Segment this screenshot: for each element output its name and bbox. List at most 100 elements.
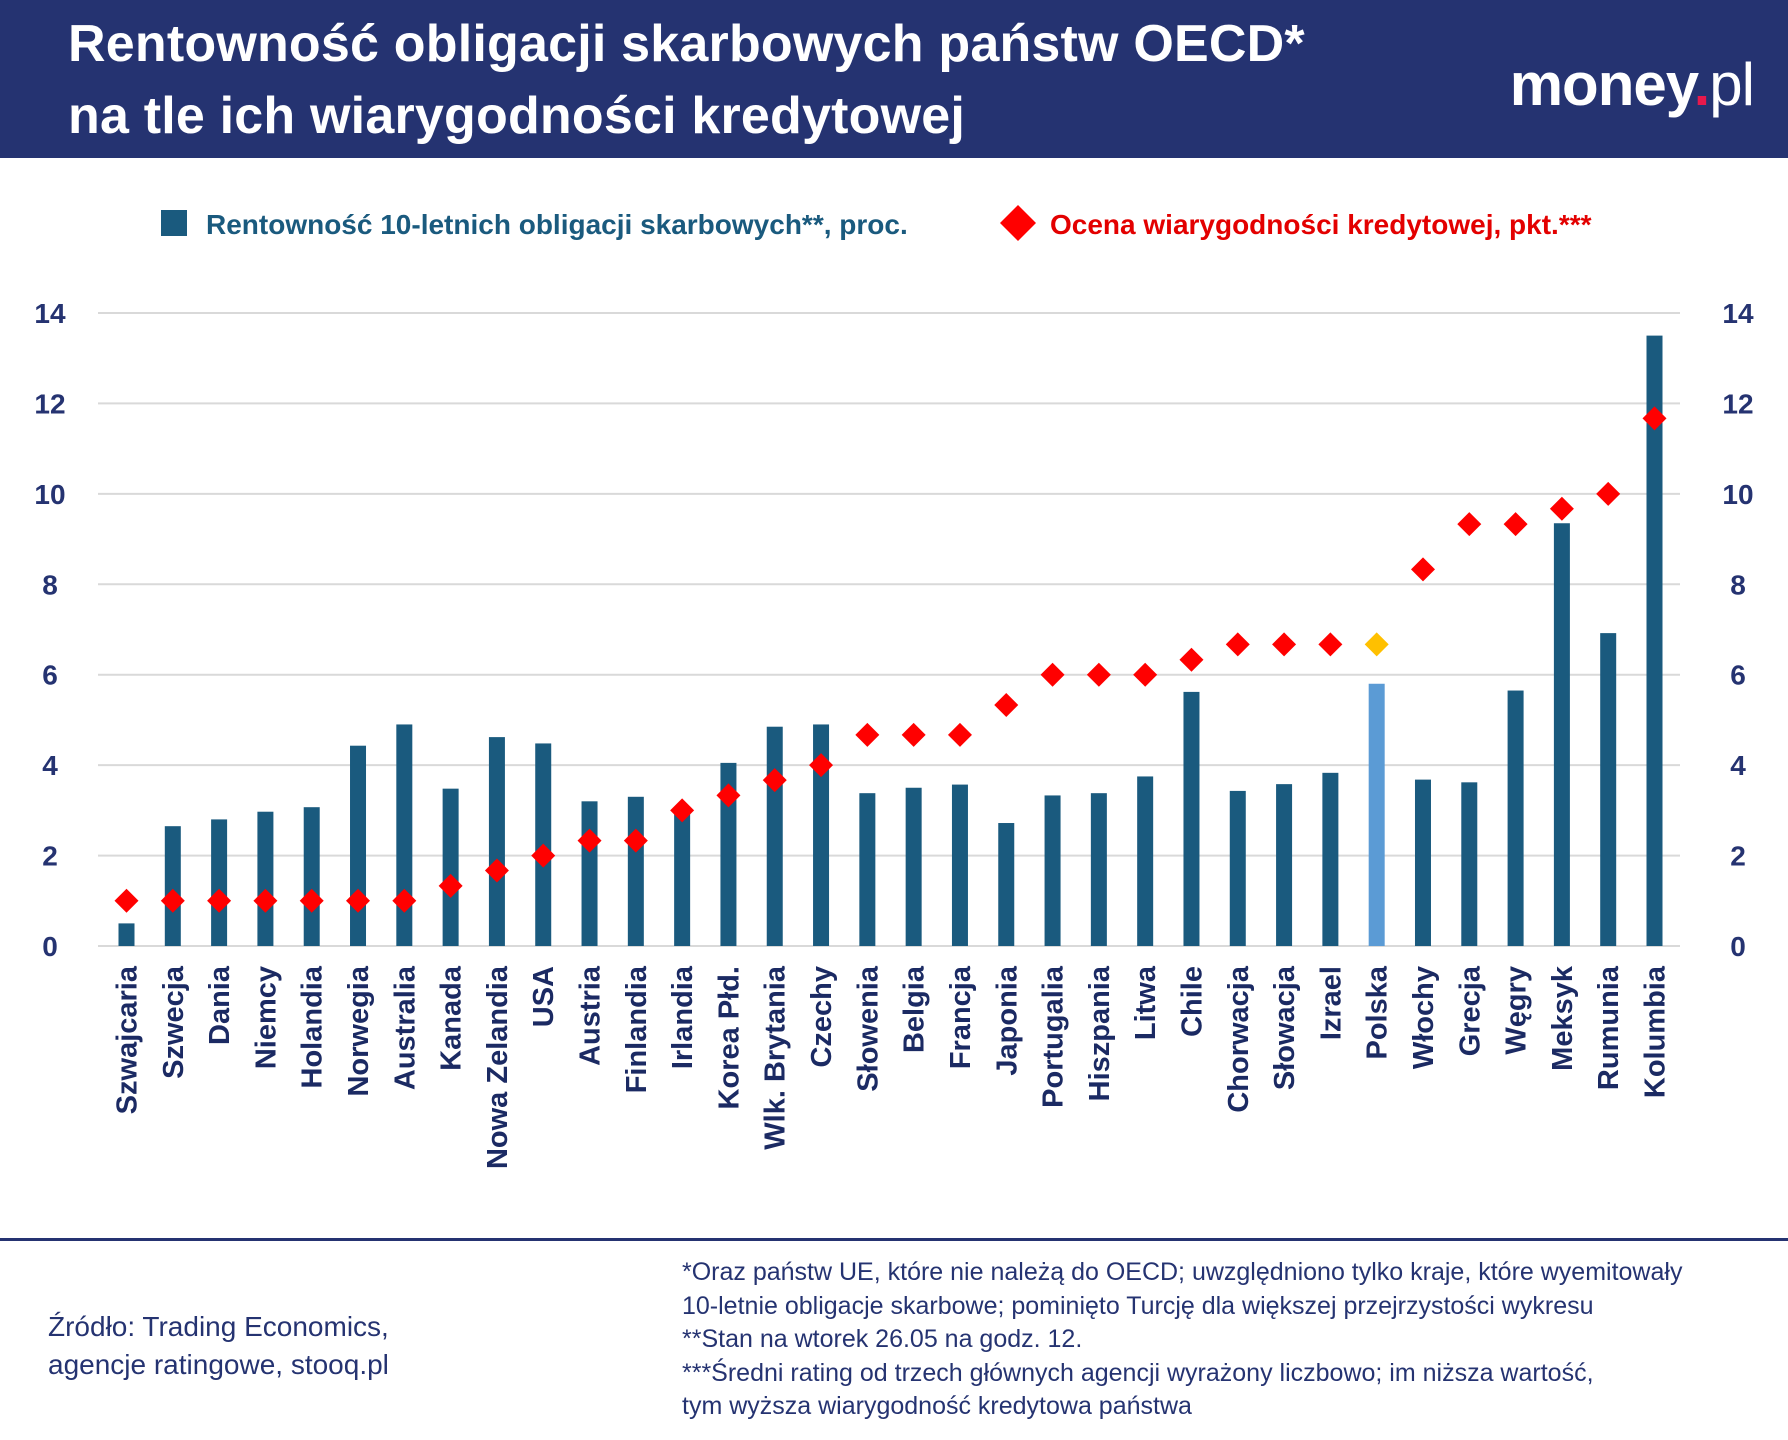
diamond-korea-płd- [716, 783, 741, 808]
y-tick-right-12: 12 [1722, 388, 1753, 419]
legend-bar-label: Rentowność 10-letnich obligacji skarbowy… [206, 209, 908, 240]
diamond-izrael [1318, 632, 1343, 657]
logo-dot: . [1693, 51, 1711, 118]
y-tick-left-10: 10 [34, 479, 65, 510]
bar-francja [951, 784, 968, 946]
diamond-kanada [438, 873, 463, 898]
diamond-chile [1179, 647, 1204, 672]
diamond-słowacja [1272, 632, 1297, 657]
x-label-irlandia: Irlandia [667, 965, 699, 1069]
footnote-line-4: ***Średni rating od trzech głównych agen… [682, 1358, 1594, 1387]
chart: Rentowność 10-letnich obligacji skarbowy… [34, 205, 1754, 1169]
bar-szwecja [164, 826, 181, 946]
bar-series [118, 335, 1663, 946]
y-tick-right-6: 6 [1730, 660, 1746, 691]
y-tick-right-4: 4 [1730, 750, 1746, 781]
bar-wlk-brytania [766, 726, 783, 946]
chart-title-line2: na tle ich wiarygodności kredytowej [68, 87, 966, 145]
x-label-usa: USA [528, 966, 560, 1027]
x-label-słowenia: Słowenia [852, 965, 884, 1092]
x-label-dania: Dania [204, 965, 236, 1045]
diamond-wlk-brytania [762, 768, 787, 793]
diamond-kolumbia [1642, 406, 1667, 431]
bar-rumunia [1600, 633, 1617, 946]
y-tick-left-12: 12 [34, 388, 65, 419]
bar-holandia [303, 807, 320, 946]
diamond-meksyk [1549, 496, 1574, 521]
bar-słowenia [859, 793, 876, 946]
footer-divider [0, 1238, 1788, 1241]
bar-belgia [905, 787, 922, 946]
y-tick-left-4: 4 [42, 750, 58, 781]
x-label-niemcy: Niemcy [250, 966, 282, 1069]
diamond-dania [207, 888, 232, 913]
bar-japonia [998, 823, 1015, 946]
x-label-czechy: Czechy [806, 966, 838, 1068]
bar-australia [396, 724, 413, 946]
source-line-2: agencje ratingowe, stooq.pl [48, 1349, 389, 1380]
y-tick-right-0: 0 [1730, 931, 1746, 962]
diamond-irlandia [670, 798, 695, 823]
x-label-szwajcaria: Szwajcaria [112, 965, 144, 1114]
x-label-portugalia: Portugalia [1038, 965, 1070, 1108]
chart-title-line1: Rentowność obligacji skarbowych państw O… [68, 15, 1305, 73]
bar-chile [1183, 691, 1200, 946]
diamond-austria [577, 828, 602, 853]
bar-grecja [1461, 782, 1478, 946]
y-tick-right-8: 8 [1730, 569, 1746, 600]
diamond-francja [947, 722, 972, 747]
diamond-szwecja [160, 888, 185, 913]
bar-irlandia [674, 809, 691, 946]
x-label-grecja: Grecja [1454, 965, 1486, 1056]
bar-finlandia [627, 796, 644, 946]
x-label-izrael: Izrael [1315, 966, 1347, 1040]
bar-nowa-zelandia [488, 737, 505, 946]
x-label-japonia: Japonia [991, 965, 1023, 1075]
diamond-hiszpania [1086, 662, 1111, 687]
legend-diamond-swatch [1000, 205, 1036, 241]
y-axis-right: 0 2 4 6 8 10 12 14 [1722, 298, 1754, 962]
x-label-nowa-zelandia: Nowa Zelandia [482, 965, 514, 1169]
x-label-węgry: Węgry [1501, 966, 1533, 1055]
x-label-słowacja: Słowacja [1269, 965, 1301, 1090]
x-label-hiszpania: Hiszpania [1084, 965, 1116, 1101]
diamond-grecja [1457, 512, 1482, 537]
logo-tld-text: pl [1709, 51, 1755, 118]
diamond-norwegia [346, 888, 371, 913]
diamond-series [114, 406, 1667, 913]
x-label-francja: Francja [945, 965, 977, 1069]
x-label-chorwacja: Chorwacja [1223, 965, 1255, 1113]
bar-kolumbia [1646, 335, 1663, 946]
bar-korea-płd- [720, 762, 737, 946]
bar-szwajcaria [118, 923, 135, 946]
bar-czechy [813, 724, 830, 946]
footnote-line-3: **Stan na wtorek 26.05 na godz. 12. [682, 1325, 1083, 1353]
bar-litwa [1137, 776, 1154, 946]
diamond-holandia [299, 888, 324, 913]
diamond-australia [392, 888, 417, 913]
y-tick-right-14: 14 [1722, 298, 1754, 329]
bar-polska [1368, 683, 1385, 946]
diamond-węgry [1503, 512, 1528, 537]
x-label-korea-płd-: Korea Płd. [713, 966, 745, 1109]
bar-norwegia [350, 745, 367, 946]
x-label-holandia: Holandia [297, 965, 329, 1088]
x-label-rumunia: Rumunia [1593, 965, 1625, 1090]
bar-portugalia [1044, 795, 1061, 946]
y-tick-left-14: 14 [34, 298, 66, 329]
x-label-meksyk: Meksyk [1547, 965, 1579, 1071]
bar-hiszpania [1090, 793, 1107, 946]
y-axis-left: 0 2 4 6 8 10 12 14 [34, 298, 66, 962]
legend-bar-swatch [161, 210, 187, 236]
footnote-line-2: 10-letnie obligacje skarbowe; pominięto … [682, 1291, 1594, 1320]
bar-dania [211, 819, 228, 946]
diamond-szwajcaria [114, 888, 139, 913]
legend: Rentowność 10-letnich obligacji skarbowy… [161, 205, 1592, 241]
diamond-japonia [994, 693, 1019, 718]
diamond-usa [531, 843, 556, 868]
x-label-austria: Austria [575, 965, 607, 1066]
diamond-portugalia [1040, 662, 1065, 687]
bar-chorwacja [1229, 790, 1246, 946]
bar-włochy [1414, 779, 1431, 946]
diamond-belgia [901, 722, 926, 747]
